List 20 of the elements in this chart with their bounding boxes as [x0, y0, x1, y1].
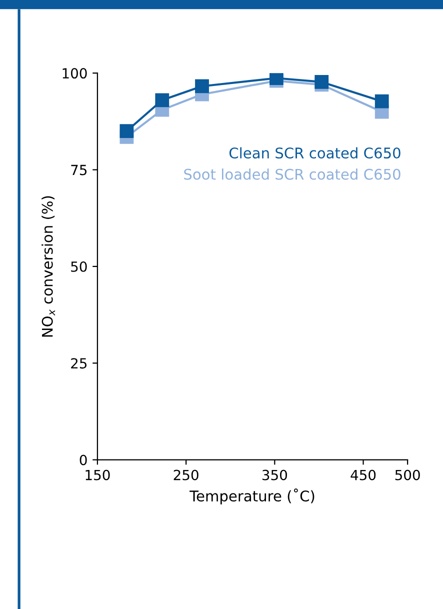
point	[155, 93, 170, 108]
y-tick-label: 25	[71, 358, 87, 369]
x-tick-label: 500	[395, 470, 420, 480]
x-tick-label: 250	[174, 470, 198, 480]
y-tick-label: 100	[62, 68, 87, 79]
point	[120, 124, 134, 138]
y-axis-title: NO$_{x}$ conversion (%)	[42, 196, 56, 337]
text: Clean SCR coated C650	[229, 147, 400, 159]
x-axis-title: Temperature (˚C)	[190, 488, 314, 504]
point	[195, 79, 209, 94]
x-tick-label: 150	[86, 470, 110, 480]
point	[269, 73, 284, 86]
y-tick-label: 50	[71, 261, 87, 272]
text: Soot loaded SCR coated C650	[184, 168, 400, 180]
y-tick-label: 75	[71, 164, 87, 176]
y-tick-label: 0	[80, 454, 87, 466]
point	[374, 94, 389, 108]
point	[314, 75, 329, 89]
x-tick-label: 450	[350, 470, 376, 480]
x-tick-label: 350	[262, 470, 287, 480]
